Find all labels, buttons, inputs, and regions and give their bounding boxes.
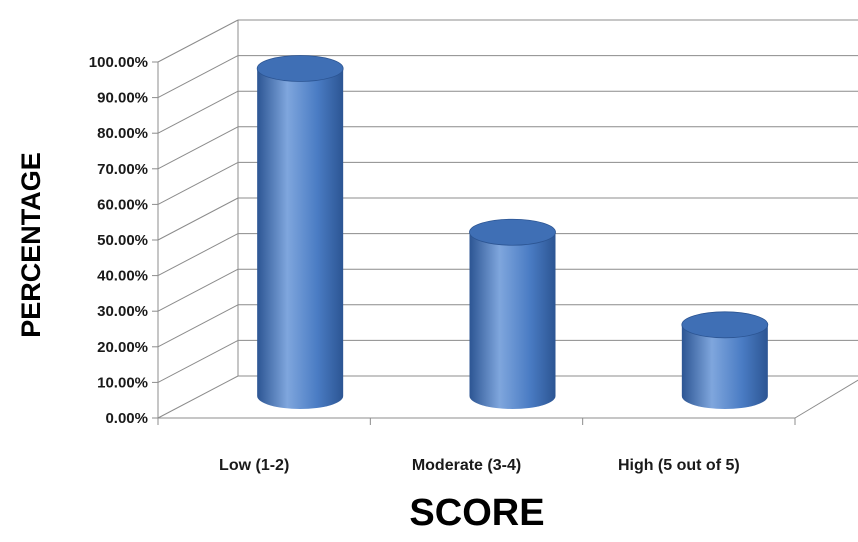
bar-top xyxy=(681,311,769,339)
y-tick-label: 10.00% xyxy=(97,374,148,391)
gridline-diagonal xyxy=(157,375,239,419)
x-axis-title: SCORE xyxy=(409,492,544,534)
x-category-label: High (5 out of 5) xyxy=(618,457,740,474)
x-axis-categories: Low (1-2) Moderate (3-4) High (5 out of 5) xyxy=(219,457,740,474)
gridline-diagonal xyxy=(157,268,239,312)
gridline-diagonal xyxy=(157,90,239,134)
bars xyxy=(256,55,769,410)
bar-top xyxy=(469,218,556,246)
y-axis-title: PERCENTAGE xyxy=(16,152,46,338)
y-tick-label: 60.00% xyxy=(97,196,148,213)
y-tick-label: 20.00% xyxy=(97,339,148,356)
gridline-diagonal xyxy=(157,55,239,99)
y-tick-label: 30.00% xyxy=(97,303,148,320)
y-tick-label: 90.00% xyxy=(97,90,148,107)
y-tick-label: 70.00% xyxy=(97,161,148,178)
gridline-diagonal xyxy=(157,19,239,63)
bar-body xyxy=(469,232,556,410)
bar xyxy=(256,55,344,410)
x-category-label: Moderate (3-4) xyxy=(412,457,521,474)
y-axis-ticks: 0.00% 10.00% 20.00% 30.00% 40.00% 50.00% 60.00… xyxy=(89,54,158,427)
bar-body xyxy=(257,68,344,410)
gridline-diagonal xyxy=(157,126,239,170)
bar xyxy=(681,311,769,410)
bar xyxy=(469,218,556,410)
gridline-diagonal xyxy=(157,233,239,277)
y-tick-label: 40.00% xyxy=(97,268,148,285)
gridline-diagonal xyxy=(157,161,239,205)
bar-body xyxy=(681,324,768,410)
gridline-diagonal xyxy=(157,304,239,348)
floor-right-edge xyxy=(794,379,858,419)
bar-top xyxy=(256,55,344,82)
x-category-label: Low (1-2) xyxy=(219,457,289,474)
gridline-diagonal xyxy=(157,197,239,241)
y-tick-label: 0.00% xyxy=(105,410,148,427)
gridline-diagonal xyxy=(157,339,239,383)
y-tick-label: 50.00% xyxy=(97,232,148,249)
y-tick-label: 80.00% xyxy=(97,125,148,142)
y-tick-label: 100.00% xyxy=(89,54,148,71)
